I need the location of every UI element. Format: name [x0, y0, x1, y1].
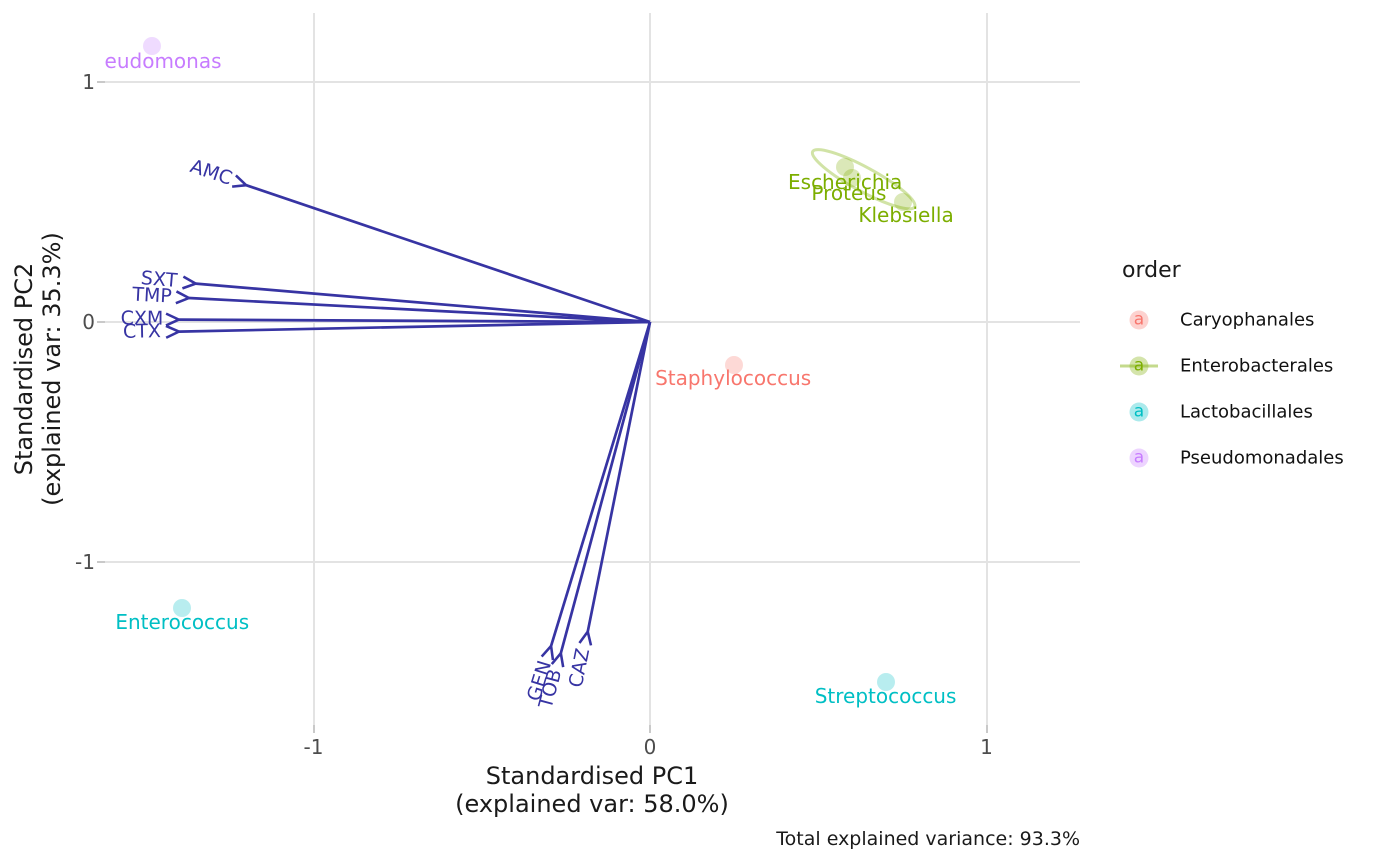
- y-axis-title-line2: (explained var: 35.3%): [38, 232, 66, 506]
- grid-line-horizontal: [105, 561, 1080, 563]
- data-point-proteus: [842, 169, 861, 187]
- grid-line-vertical: [312, 13, 315, 725]
- y-axis-tick: [97, 81, 105, 83]
- loading-arrow-tmp: [189, 298, 651, 324]
- grid-line-horizontal: [105, 81, 1080, 83]
- x-axis-title-line2: (explained var: 58.0%): [455, 790, 729, 818]
- grid-line-vertical: [985, 13, 988, 725]
- data-point-pseudomonas: [142, 37, 161, 55]
- point-label-pseudomonas: Pseudomonas: [105, 49, 222, 73]
- point-label-escherichia: Escherichia: [788, 170, 903, 195]
- legend-key-pseudomonadales: a: [1129, 448, 1149, 468]
- x-axis-tick: [312, 725, 315, 733]
- legend-item-enterobacterales: a Enterobacterales: [1120, 354, 1370, 378]
- legend-title: order: [1122, 258, 1181, 283]
- data-point-streptococcus: [876, 673, 895, 691]
- legend-label-caryophanales: Caryophanales: [1180, 309, 1315, 331]
- legend-item-pseudomonadales: a Pseudomonadales: [1120, 446, 1370, 470]
- y-axis-title: Standardised PC2 (explained var: 35.3%): [10, 232, 66, 506]
- loading-arrow-tob: [561, 321, 652, 653]
- x-axis-title: Standardised PC1 (explained var: 58.0%): [455, 762, 729, 818]
- point-label-klebsiella: Klebsiella: [858, 203, 954, 227]
- loading-arrow-caz: [588, 321, 652, 632]
- legend-item-caryophanales: a Caryophanales: [1120, 308, 1370, 332]
- x-axis-tick: [985, 725, 988, 733]
- loading-arrow-cxm: [179, 320, 651, 322]
- plot-panel: Pseudomonas Enterococcus Streptococcus Stap…: [105, 13, 1080, 725]
- point-label-enterococcus: Enterococcus: [115, 609, 250, 634]
- point-label-staphylococcus: Staphylococcus: [655, 366, 812, 391]
- legend-label-pseudomonadales: Pseudomonadales: [1180, 447, 1344, 469]
- y-tick-label: -1: [75, 550, 95, 574]
- legend-key-ellipse-line: [1120, 364, 1158, 368]
- legend-label-enterobacterales: Enterobacterales: [1180, 355, 1334, 377]
- point-label-proteus: Proteus: [811, 181, 887, 205]
- data-point-klebsiella: [894, 193, 913, 211]
- y-axis-tick: [97, 561, 105, 563]
- loading-label-ctx: CTX: [122, 320, 162, 344]
- enterobacterales-cluster-ellipse: [810, 148, 917, 211]
- data-point-escherichia: [836, 158, 855, 177]
- data-point-enterococcus: [173, 598, 192, 617]
- loading-arrow-sxt: [196, 284, 651, 324]
- legend-item-lactobacillales: a Lactobacillales: [1120, 400, 1370, 424]
- legend-key-enterobacterales: a: [1129, 356, 1149, 376]
- y-axis-title-line1: Standardised PC2: [10, 262, 38, 476]
- y-tick-label: 0: [82, 310, 95, 334]
- x-tick-label: -1: [303, 735, 324, 759]
- x-tick-label: 0: [643, 735, 657, 759]
- caption: Total explained variance: 93.3%: [776, 828, 1080, 850]
- grid-line-vertical: [649, 13, 651, 725]
- legend-label-lactobacillales: Lactobacillales: [1180, 401, 1313, 423]
- loading-arrow-ctx: [179, 320, 651, 332]
- legend-key-lactobacillales: a: [1129, 402, 1149, 422]
- y-tick-label: 1: [82, 70, 95, 94]
- x-axis-title-line1: Standardised PC1: [485, 762, 699, 790]
- biplot-arrows-layer: [105, 148, 917, 725]
- point-label-streptococcus: Streptococcus: [814, 684, 957, 708]
- loading-arrow-gen: [551, 321, 652, 646]
- data-point-staphylococcus: [725, 356, 744, 375]
- legend-key-caryophanales: a: [1129, 310, 1149, 330]
- x-axis-tick: [649, 725, 651, 733]
- loading-label-tmp: TMP: [131, 283, 173, 308]
- x-tick-label: 1: [980, 735, 993, 759]
- y-axis-tick: [97, 321, 105, 323]
- loading-arrow-amc: [246, 185, 651, 324]
